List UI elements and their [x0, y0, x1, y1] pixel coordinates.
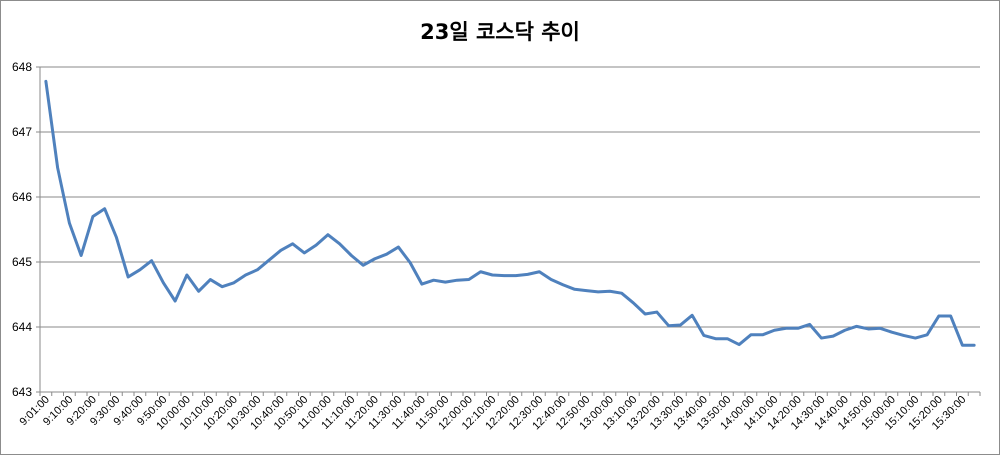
data-point [714, 337, 717, 340]
data-point [690, 314, 694, 317]
data-point [761, 333, 764, 336]
chart-title: 23일 코스닥 추이 [420, 20, 580, 44]
data-point [432, 279, 435, 282]
data-point [267, 258, 271, 262]
y-tick-label: 644 [12, 320, 32, 334]
data-point [361, 264, 365, 267]
data-point [338, 242, 341, 245]
data-point [350, 254, 353, 257]
data-point [526, 273, 529, 276]
data-point [737, 343, 741, 346]
y-tick-label: 648 [12, 60, 32, 74]
y-tick-label: 645 [12, 255, 32, 269]
data-point [291, 242, 294, 245]
y-tick-label: 646 [12, 190, 32, 204]
data-point [773, 329, 776, 332]
data-point [173, 299, 177, 303]
data-point [373, 257, 377, 260]
data-point [514, 274, 518, 277]
data-point [667, 324, 670, 327]
data-point [855, 325, 858, 328]
data-point [314, 243, 318, 247]
data-point [103, 207, 106, 210]
data-point [467, 278, 471, 281]
data-point [831, 334, 835, 338]
data-point [726, 337, 729, 340]
data-point [655, 310, 659, 314]
data-point [397, 245, 400, 249]
data-point [902, 334, 905, 337]
data-point [197, 290, 200, 293]
data-point [784, 327, 788, 330]
data-point [79, 254, 83, 257]
data-point [620, 292, 623, 295]
y-tick-label: 643 [12, 385, 32, 399]
data-point [949, 314, 952, 318]
data-point [549, 278, 553, 281]
data-point [843, 329, 847, 332]
data-point [138, 268, 142, 271]
data-point [385, 253, 388, 256]
data-point [279, 249, 283, 252]
data-point [538, 270, 541, 273]
data-point [56, 166, 59, 169]
data-point [820, 336, 823, 340]
data-point [444, 280, 447, 284]
data-point [491, 273, 494, 277]
data-point [679, 323, 682, 327]
data-point [115, 236, 118, 239]
series-line [44, 79, 976, 347]
data-point [585, 289, 588, 292]
data-point [632, 301, 635, 305]
data-point [244, 273, 247, 277]
data-point [209, 278, 212, 281]
data-point [91, 215, 95, 218]
data-point [643, 312, 647, 316]
data-point [220, 285, 224, 288]
data-point [961, 344, 964, 347]
data-point [44, 80, 48, 83]
data-point [256, 268, 259, 271]
data-point [408, 261, 412, 264]
data-point [937, 314, 941, 318]
data-point [867, 327, 870, 331]
y-tick-label: 647 [12, 125, 32, 139]
data-point [303, 251, 306, 255]
data-point [608, 290, 612, 293]
data-point [150, 259, 153, 262]
data-point [925, 333, 929, 336]
data-point [68, 221, 71, 225]
data-point [573, 288, 576, 291]
data-point [162, 281, 165, 284]
data-point [890, 331, 894, 334]
data-point [420, 282, 424, 286]
data-point [878, 327, 882, 330]
data-point [702, 334, 706, 337]
data-point [972, 344, 976, 347]
data-point [749, 333, 753, 336]
data-point [479, 270, 482, 273]
data-point [126, 275, 130, 279]
data-point [455, 279, 459, 282]
data-point [561, 283, 565, 286]
data-point [596, 290, 600, 294]
data-point [326, 233, 330, 236]
data-point [808, 323, 811, 326]
data-point [796, 327, 800, 330]
data-point [914, 336, 917, 340]
data-point [232, 281, 236, 284]
data-point [185, 273, 189, 277]
data-point [502, 274, 506, 277]
